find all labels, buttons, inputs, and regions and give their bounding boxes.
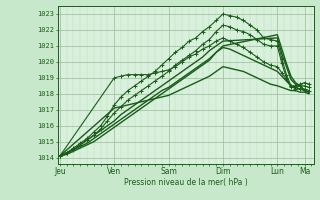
X-axis label: Pression niveau de la mer( hPa ): Pression niveau de la mer( hPa ) <box>124 178 247 187</box>
